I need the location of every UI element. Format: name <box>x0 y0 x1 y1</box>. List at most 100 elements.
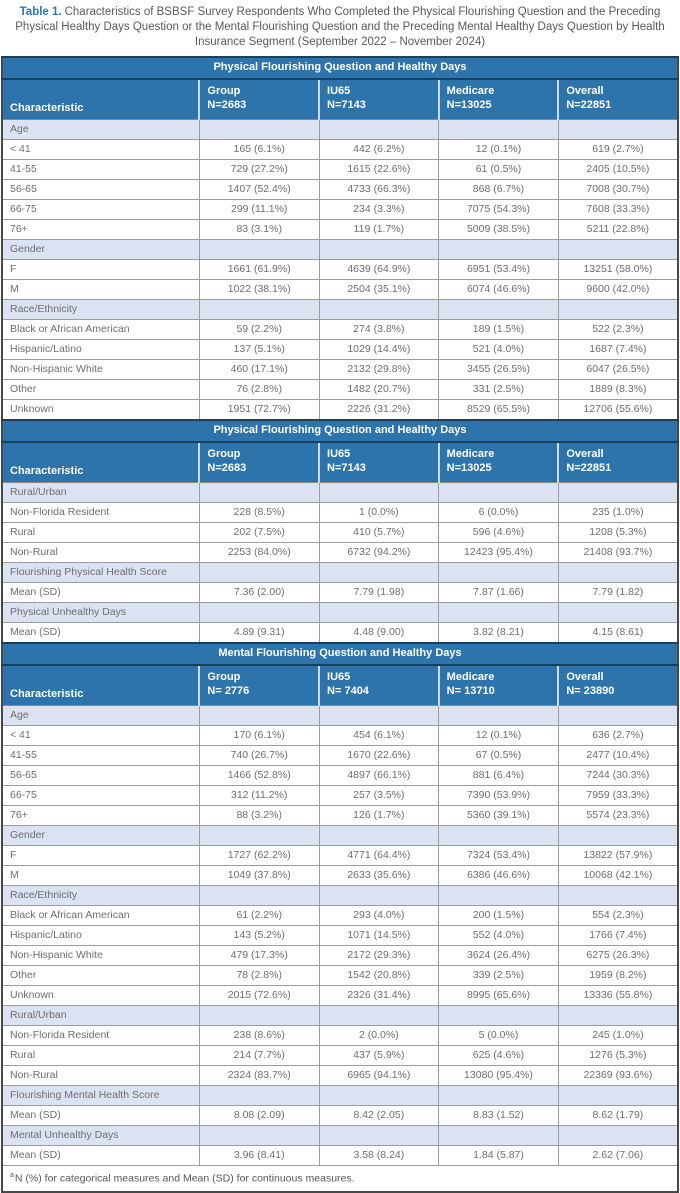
data-row: 76+ 88 (3.2%) 126 (1.7%) 5360 (39.1%) 5574 (… <box>1 804 679 826</box>
value-cell: 7.79 (1.98) <box>318 581 440 603</box>
row-label: Rural <box>1 521 200 543</box>
section-empty-cell <box>557 1004 679 1026</box>
value-cell: 1029 (14.4%) <box>318 338 440 360</box>
value-cell: 165 (6.1%) <box>198 138 320 160</box>
value-cell: 6965 (94.1%) <box>318 1064 440 1086</box>
section-empty-cell <box>438 561 559 583</box>
column-header-iu65: IU65 N=7143 <box>318 441 440 483</box>
row-label: Non-Florida Resident <box>1 1024 200 1046</box>
value-cell: 5211 (22.8%) <box>557 218 679 240</box>
section-empty-cell <box>438 824 559 846</box>
column-header-name: Group <box>207 85 241 98</box>
band-title: Physical Flourishing Question and Health… <box>2 55 678 80</box>
value-cell: 6 (0.0%) <box>438 501 559 523</box>
value-cell: 1276 (5.3%) <box>557 1044 679 1066</box>
value-cell: 1071 (14.5%) <box>318 924 440 946</box>
value-cell: 339 (2.5%) <box>438 964 559 986</box>
value-cell: 4733 (66.3%) <box>318 178 440 200</box>
column-header-overall: Overall N= 23890 <box>557 664 679 706</box>
column-header-name: Group <box>207 448 241 461</box>
column-header-name: Overall <box>566 671 604 684</box>
row-label: 56-65 <box>1 178 200 200</box>
value-cell: 13822 (57.9%) <box>557 844 679 866</box>
value-cell: 274 (3.8%) <box>318 318 440 340</box>
value-cell: 5574 (23.3%) <box>557 804 679 826</box>
column-header-group: Group N=2683 <box>198 78 321 120</box>
section-empty-cell <box>198 118 320 140</box>
value-cell: 5 (0.0%) <box>438 1024 559 1046</box>
column-header-row: Characteristic Group N=2683 IU65 N=7143 Medic… <box>0 441 679 483</box>
row-label: Other <box>1 378 200 400</box>
value-cell: 4771 (64.4%) <box>318 844 440 866</box>
section-label: Race/Ethnicity <box>1 884 200 906</box>
value-cell: 7.36 (2.00) <box>198 581 320 603</box>
section-empty-cell <box>438 481 559 503</box>
value-cell: 299 (11.1%) <box>198 198 320 220</box>
data-row: < 41 165 (6.1%) 442 (6.2%) 12 (0.1%) 619 (2.… <box>1 138 679 160</box>
value-cell: 522 (2.3%) <box>557 318 679 340</box>
value-cell: 3.96 (8.41) <box>198 1144 320 1166</box>
row-label: Unknown <box>1 398 200 421</box>
column-header-name: Medicare <box>446 85 495 98</box>
section-label: Rural/Urban <box>1 1004 200 1026</box>
section-empty-cell <box>198 704 320 726</box>
data-row: Mean (SD) 7.36 (2.00) 7.79 (1.98) 7.87 (1.6… <box>1 581 679 603</box>
value-cell: 2633 (35.6%) <box>318 864 440 886</box>
column-header-n: N=22851 <box>566 461 612 474</box>
data-row: Rural 202 (7.5%) 410 (5.7%) 596 (4.6%) 1208 … <box>1 521 679 543</box>
value-cell: 76 (2.8%) <box>198 378 320 400</box>
data-row: M 1049 (37.8%) 2633 (35.6%) 6386 (46.6%) 100… <box>1 864 679 886</box>
value-cell: 312 (11.2%) <box>198 784 320 806</box>
section-empty-cell <box>318 704 440 726</box>
value-cell: 4.48 (9.00) <box>318 621 440 644</box>
section-empty-cell <box>198 238 320 260</box>
section-empty-cell <box>198 601 320 623</box>
row-label: Mean (SD) <box>1 1104 200 1126</box>
value-cell: 7324 (53.4%) <box>438 844 559 866</box>
value-cell: 67 (0.5%) <box>438 744 559 766</box>
row-label: 66-75 <box>1 198 200 220</box>
value-cell: 2405 (10.5%) <box>557 158 679 180</box>
value-cell: 3455 (26.5%) <box>438 358 559 380</box>
column-header-n: N=13025 <box>446 98 492 111</box>
section-empty-cell <box>318 1004 440 1026</box>
section-row: Age <box>1 704 679 726</box>
value-cell: 6275 (26.3%) <box>557 944 679 966</box>
value-cell: 7075 (54.3%) <box>438 198 559 220</box>
section-empty-cell <box>557 704 679 726</box>
data-row: F 1727 (62.2%) 4771 (64.4%) 7324 (53.4%) 138… <box>1 844 679 866</box>
data-row: Non-Hispanic White 460 (17.1%) 2132 (29.8%… <box>1 358 679 380</box>
value-cell: 143 (5.2%) <box>198 924 320 946</box>
value-cell: 3624 (26.4%) <box>438 944 559 966</box>
value-cell: 13251 (58.0%) <box>557 258 679 280</box>
section-empty-cell <box>557 601 679 623</box>
value-cell: 6732 (94.2%) <box>318 541 440 563</box>
value-cell: 2504 (35.1%) <box>318 278 440 300</box>
section-row: Flourishing Mental Health Score <box>1 1084 679 1106</box>
value-cell: 78 (2.8%) <box>198 964 320 986</box>
value-cell: 202 (7.5%) <box>198 521 320 543</box>
value-cell: 12 (0.1%) <box>438 724 559 746</box>
section-row: Race/Ethnicity <box>1 884 679 906</box>
data-row: Other 78 (2.8%) 1542 (20.8%) 339 (2.5%) 1959… <box>1 964 679 986</box>
column-header-n: N=2683 <box>207 461 247 474</box>
value-cell: 6074 (46.6%) <box>438 278 559 300</box>
column-header-medicare: Medicare N= 13710 <box>437 664 560 706</box>
value-cell: 4897 (66.1%) <box>318 764 440 786</box>
data-row: 56-65 1407 (52.4%) 4733 (66.3%) 868 (6.7%) 7… <box>1 178 679 200</box>
value-cell: 8.08 (2.09) <box>198 1104 320 1126</box>
band-title: Mental Flourishing Question and Healthy … <box>2 641 678 666</box>
section-empty-cell <box>557 238 679 260</box>
value-cell: 868 (6.7%) <box>438 178 559 200</box>
row-label: Mean (SD) <box>1 621 200 644</box>
value-cell: 1959 (8.2%) <box>557 964 679 986</box>
value-cell: 8.83 (1.52) <box>438 1104 559 1126</box>
section-label: Age <box>1 118 200 140</box>
value-cell: 1951 (72.7%) <box>198 398 320 421</box>
row-label: Hispanic/Latino <box>1 338 200 360</box>
row-label: 41-55 <box>1 744 200 766</box>
column-header-name: Medicare <box>446 448 495 461</box>
value-cell: 2253 (84.0%) <box>198 541 320 563</box>
column-header-medicare: Medicare N=13025 <box>437 441 560 483</box>
value-cell: 1766 (7.4%) <box>557 924 679 946</box>
